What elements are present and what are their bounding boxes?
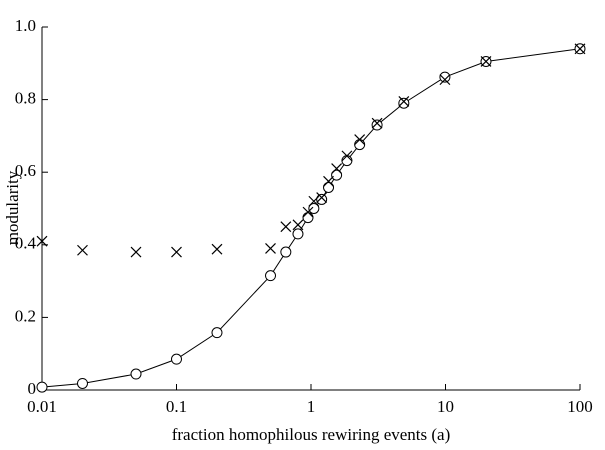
point [398,95,410,107]
point [292,219,304,231]
point [77,244,88,256]
point [308,203,320,214]
point [341,155,353,167]
point [36,235,48,247]
point [130,368,142,380]
point [316,192,328,204]
y-axis-label: modularity [3,170,22,245]
y-tick-label: 0.6 [15,161,36,180]
point [323,181,335,193]
point [341,150,353,162]
point [331,169,343,181]
point [316,193,328,205]
point [398,97,410,109]
point [280,221,292,233]
point [371,119,383,131]
x-tick-label: 100 [567,397,593,416]
point [211,327,223,339]
point [439,74,451,86]
y-tick-label: 1.0 [15,16,36,35]
point [331,163,343,174]
point [371,117,383,129]
y-tick-label: 0.2 [15,306,36,325]
point [171,246,182,258]
point [480,56,492,67]
point [292,228,304,240]
x-tick-label: 0.01 [27,397,57,416]
series-line [41,48,581,388]
point [280,246,292,258]
y-tick-label: 0.4 [15,234,37,253]
x-tick-label: 0.1 [166,397,187,416]
point [36,381,48,393]
point [354,134,366,145]
point [308,195,320,207]
point [265,270,277,282]
point [439,71,451,83]
point [265,243,276,254]
point [302,212,314,224]
point [130,246,142,258]
point [76,377,88,389]
x-axis-label: fraction homophilous rewiring events (a) [172,425,451,444]
y-tick-label: 0.8 [15,89,36,108]
point [211,243,223,255]
point [302,206,314,218]
point [323,175,334,187]
x-tick-label: 1 [307,397,316,416]
point [354,139,366,151]
point [574,43,586,55]
x-tick-label: 10 [437,397,454,416]
point [171,353,182,365]
y-tick-label: 0 [28,379,37,398]
